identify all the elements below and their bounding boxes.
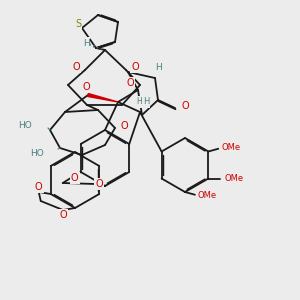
- Text: O: O: [82, 82, 90, 92]
- Text: H: H: [82, 38, 89, 47]
- Text: O: O: [120, 121, 128, 131]
- Text: O: O: [131, 62, 139, 72]
- Text: O: O: [71, 173, 79, 183]
- Text: S: S: [75, 19, 81, 29]
- Text: H: H: [143, 98, 149, 106]
- Text: O: O: [72, 62, 80, 72]
- Text: HO: HO: [30, 148, 44, 158]
- Text: O: O: [181, 101, 189, 111]
- Text: OMe: OMe: [224, 174, 243, 183]
- Text: O: O: [126, 78, 134, 88]
- Text: O: O: [95, 179, 103, 189]
- Polygon shape: [88, 94, 118, 102]
- Text: O: O: [35, 182, 43, 192]
- Text: OMe: OMe: [221, 143, 241, 152]
- Text: HO: HO: [18, 121, 32, 130]
- Text: OMe: OMe: [198, 191, 217, 200]
- Text: H: H: [136, 98, 142, 106]
- Text: O: O: [59, 210, 67, 220]
- Text: H: H: [156, 64, 162, 73]
